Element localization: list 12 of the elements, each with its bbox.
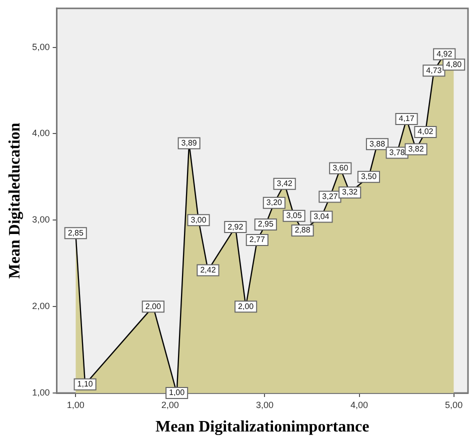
x-tick-label: 2,00 bbox=[161, 400, 179, 410]
y-axis-title: Mean Digitaleducation bbox=[6, 122, 24, 279]
x-axis-title: Mean Digitalizationimportance bbox=[155, 418, 370, 436]
y-tick-label: 2,00 bbox=[32, 301, 50, 312]
y-tick-label: 3,00 bbox=[32, 214, 50, 225]
y-tick-label: 1,00 bbox=[32, 387, 50, 398]
x-tick-label: 1,00 bbox=[66, 400, 84, 410]
y-tick-label: 4,00 bbox=[32, 128, 50, 138]
x-tick-label: 5,00 bbox=[445, 400, 463, 410]
x-tick-label: 3,00 bbox=[256, 400, 274, 410]
x-tick-label: 4,00 bbox=[350, 400, 368, 410]
y-tick-label: 5,00 bbox=[32, 42, 50, 52]
